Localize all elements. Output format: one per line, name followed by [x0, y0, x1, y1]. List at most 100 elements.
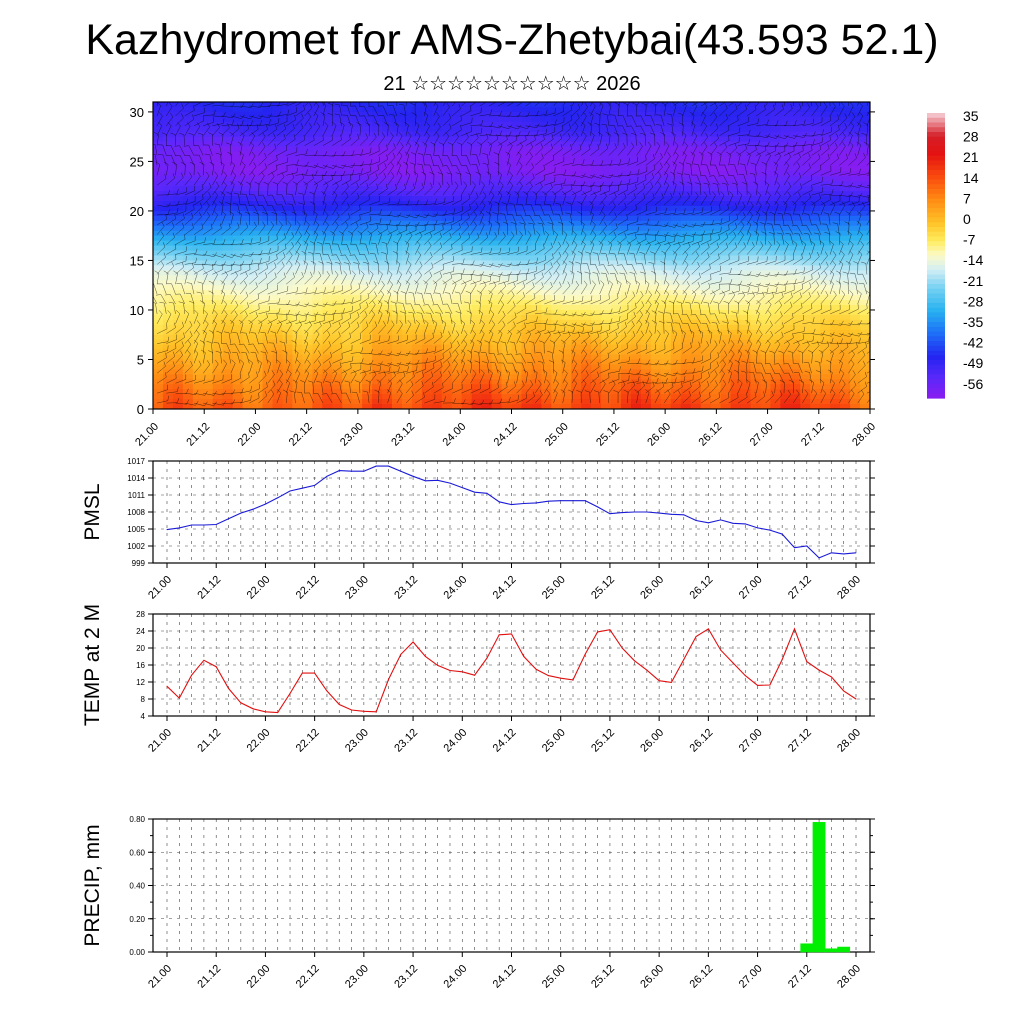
pmsl-point [461, 487, 463, 489]
x-tick-label: 21.12 [184, 421, 212, 449]
x-tick-label: 21.00 [146, 574, 174, 602]
x-tick-label: 24.12 [491, 727, 519, 755]
temp-point [301, 672, 303, 674]
x-tick-label: 26.00 [638, 727, 666, 755]
x-tick-label: 23.12 [392, 963, 420, 991]
pmsl-point [289, 490, 291, 492]
temp-point [572, 679, 574, 681]
y-tick-label: 15 [130, 253, 144, 268]
y-tick-label: 1011 [128, 491, 146, 500]
temp-point [486, 657, 488, 659]
temp-point [720, 649, 722, 651]
pmsl-point [215, 523, 217, 525]
pmsl-point [744, 523, 746, 525]
pmsl-point [843, 553, 845, 555]
pmsl-point [609, 513, 611, 515]
pmsl-point [277, 497, 279, 499]
x-tick-label: 28.00 [835, 963, 863, 991]
colorbar-label: 35 [963, 108, 979, 124]
y-tick-label: 20 [130, 204, 144, 219]
x-tick-label: 25.12 [594, 421, 622, 449]
y-tick-label: 24 [136, 627, 145, 636]
x-tick-label: 25.00 [540, 963, 568, 991]
x-tick-label: 27.00 [737, 963, 765, 991]
x-tick-label: 28.00 [835, 574, 863, 602]
y-tick-label: 16 [136, 661, 145, 670]
pmsl-point [363, 470, 365, 472]
pmsl-point [695, 520, 697, 521]
pmsl-point [437, 479, 439, 481]
pmsl-point [757, 527, 759, 529]
x-tick-label: 23.12 [392, 727, 420, 755]
temp-point [732, 662, 734, 664]
y-tick-label: 4 [141, 712, 146, 721]
x-tick-label: 27.00 [737, 727, 765, 755]
temp-point [461, 671, 463, 673]
x-tick-label: 27.12 [786, 963, 814, 991]
x-tick-label: 28.00 [850, 421, 878, 449]
y-tick-label: 25 [130, 154, 144, 169]
y-tick-label: 1002 [127, 542, 145, 551]
temp-point [523, 656, 525, 657]
x-tick-label: 22.12 [294, 574, 322, 602]
x-tick-label: 25.12 [589, 963, 617, 991]
pmsl-point [781, 533, 783, 535]
x-tick-label: 21.12 [195, 727, 223, 755]
temp-point [314, 672, 316, 674]
x-tick-label: 27.12 [799, 421, 827, 449]
colorbar-label: 28 [963, 129, 979, 145]
y-axis-label: PRECIP, mm [81, 824, 104, 946]
temp-point [498, 634, 500, 636]
x-tick-label: 25.00 [540, 574, 568, 602]
y-tick-label: 20 [136, 644, 145, 653]
pmsl-point [818, 557, 820, 559]
temp-point [609, 629, 611, 631]
colorbar-label: -21 [963, 273, 983, 289]
temp-point [744, 675, 746, 677]
pmsl-point [338, 470, 340, 472]
y-tick-label: 5 [137, 352, 144, 367]
temp-point [695, 636, 697, 638]
temp-point [203, 659, 205, 661]
pmsl-point [732, 522, 734, 524]
temp-point [351, 709, 353, 711]
pmsl-point [474, 491, 476, 493]
pmsl-point [523, 503, 525, 504]
temp-point [338, 704, 340, 706]
precip-panel: 0.00 0.20 0.40 0.60 0.80 21.00 21.12 22.00 22.12… [81, 815, 875, 991]
temp-point [449, 670, 451, 672]
temp-point [560, 677, 562, 679]
pmsl-point [326, 475, 328, 477]
x-tick-label: 26.00 [638, 574, 666, 602]
pmsl-point [670, 513, 672, 515]
pmsl-point [547, 500, 549, 502]
x-tick-label: 27.00 [748, 421, 776, 449]
colorbar-label: -7 [963, 232, 976, 248]
pmsl-point [191, 524, 193, 526]
y-tick-label: 28 [136, 610, 145, 619]
y-tick-label: 30 [130, 105, 144, 120]
x-tick-label: 26.00 [638, 963, 666, 991]
precip-bar [812, 822, 826, 953]
x-tick-label: 25.00 [543, 421, 571, 449]
colorbar-label: 14 [963, 170, 979, 186]
x-tick-label: 22.00 [245, 963, 273, 991]
pmsl-point [511, 504, 512, 506]
y-tick-label: 0.80 [129, 815, 145, 824]
pmsl-point [572, 500, 574, 502]
temp-panel: 4 8 12 16 20 24 28 21.00 21.12 22.00 22.12 23.00 23.… [81, 604, 875, 755]
x-tick-label: 21.00 [146, 963, 174, 991]
temp-point [264, 711, 266, 713]
pmsl-point [584, 500, 586, 502]
temp-point [400, 653, 402, 655]
y-tick-label: 0 [137, 402, 144, 417]
pmsl-point [646, 511, 648, 513]
pmsl-point [264, 503, 266, 505]
chart-title: Kazhydromet for AMS-Zhetybai(43.593 52.1… [85, 16, 939, 64]
x-tick-label: 26.12 [688, 963, 716, 991]
colorbar-label: -28 [963, 293, 983, 309]
temp-point [707, 628, 709, 630]
x-tick-label: 26.12 [688, 574, 716, 602]
x-tick-label: 26.00 [645, 421, 673, 449]
